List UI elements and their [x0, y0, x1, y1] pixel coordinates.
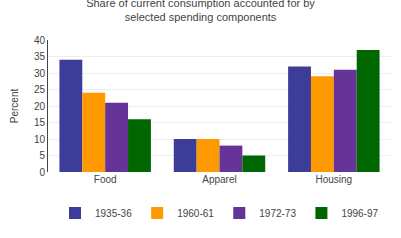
- svg-text:5: 5: [39, 150, 45, 161]
- svg-text:1996-97: 1996-97: [341, 208, 378, 219]
- svg-text:Food: Food: [94, 174, 117, 185]
- svg-text:15: 15: [34, 117, 46, 128]
- svg-text:20: 20: [34, 101, 46, 112]
- svg-text:10: 10: [34, 134, 46, 145]
- svg-text:25: 25: [34, 84, 46, 95]
- svg-text:Percent: Percent: [9, 89, 20, 124]
- svg-text:Share of current consumption a: Share of current consumption accounted f…: [86, 0, 315, 23]
- svg-text:Apparel: Apparel: [202, 174, 236, 185]
- svg-text:1972-73: 1972-73: [259, 208, 296, 219]
- svg-text:1960-61: 1960-61: [177, 208, 214, 219]
- svg-text:1935-36: 1935-36: [95, 208, 132, 219]
- svg-text:35: 35: [34, 51, 46, 62]
- svg-text:0: 0: [39, 167, 45, 178]
- svg-text:30: 30: [34, 68, 46, 79]
- svg-text:Housing: Housing: [315, 174, 352, 185]
- svg-text:40: 40: [34, 35, 46, 46]
